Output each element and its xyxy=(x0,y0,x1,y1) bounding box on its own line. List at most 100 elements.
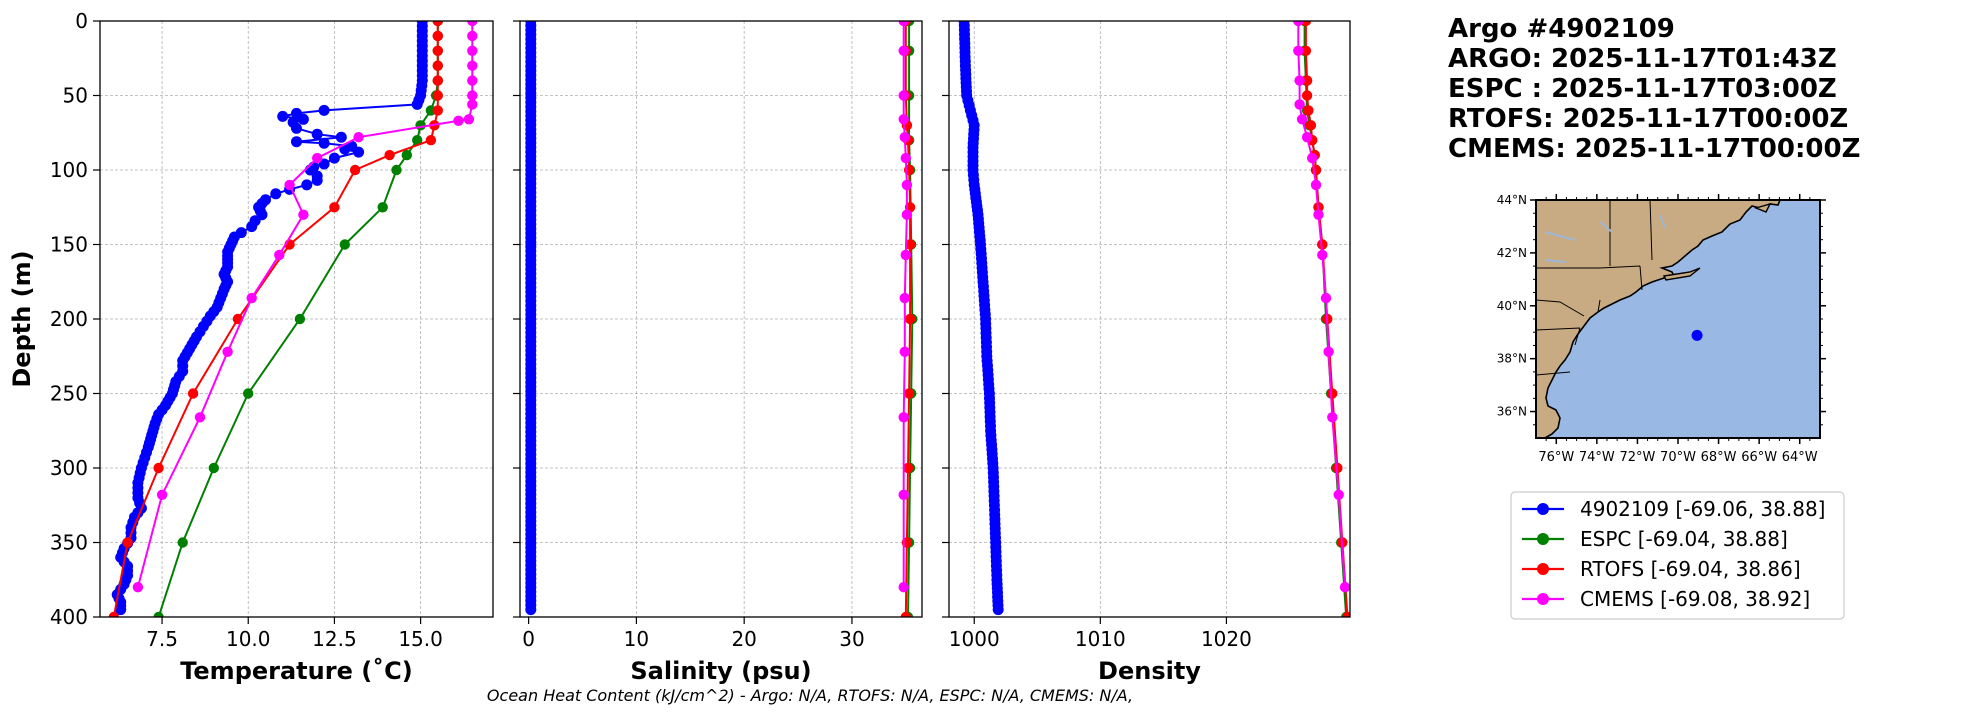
series-point-cmems xyxy=(898,582,909,593)
map-islands xyxy=(1662,202,1772,281)
x-axis-label: Temperature (˚C) xyxy=(180,657,413,685)
series-point-espc xyxy=(153,611,164,617)
legend-swatch-marker xyxy=(1537,533,1549,545)
series-point-rtofs xyxy=(1310,164,1322,176)
series-point-cmems xyxy=(222,346,233,357)
series-point-cmems xyxy=(898,90,909,101)
y-tick-label: 50 xyxy=(63,84,88,108)
map-lon-label: 76°W xyxy=(1538,450,1574,465)
series-point-4902109 xyxy=(318,158,330,170)
legend-swatch-marker xyxy=(1537,593,1549,605)
map-lon-label: 74°W xyxy=(1579,450,1615,465)
series-point-cmems xyxy=(274,249,285,261)
series-point-cmems xyxy=(467,30,478,42)
legend-label: 4902109 [-69.06, 38.88] xyxy=(1580,497,1825,521)
y-tick-label: 150 xyxy=(50,233,88,257)
series-point-4902109 xyxy=(311,174,323,186)
series-point-rtofs xyxy=(1327,388,1338,399)
map-lon-label: 68°W xyxy=(1701,450,1737,465)
map-land xyxy=(1536,200,1781,438)
map-lat-label: 40°N xyxy=(1497,299,1527,313)
series-point-cmems xyxy=(156,489,168,500)
series-point-cmems xyxy=(1307,152,1318,164)
series-point-cmems xyxy=(1294,75,1305,86)
series-line-rtofs xyxy=(1304,21,1349,617)
legend: 4902109 [-69.06, 38.88] ESPC [-69.04, 38.… xyxy=(1510,491,1845,620)
legend-swatch-marker xyxy=(1537,563,1549,575)
y-axis-label: Depth (m) xyxy=(8,250,36,387)
map-lat-label: 36°N xyxy=(1497,405,1527,419)
series-point-cmems xyxy=(1320,292,1332,304)
series-point-rtofs xyxy=(902,462,914,474)
series-point-cmems xyxy=(1293,45,1304,56)
legend-item: CMEMS [-69.08, 38.92] xyxy=(1522,587,1810,611)
series-point-cmems xyxy=(899,132,910,143)
series-point-4902109 xyxy=(270,188,282,200)
series-point-cmems xyxy=(312,152,323,164)
map-lon-label: 64°W xyxy=(1782,450,1818,465)
series-point-4902109 xyxy=(246,221,258,233)
series-point-rtofs xyxy=(432,90,443,101)
series-point-espc xyxy=(243,388,254,399)
series-point-rtofs xyxy=(432,60,443,71)
series-point-rtofs xyxy=(153,462,164,474)
series-point-cmems xyxy=(1327,412,1338,423)
series-point-4902109 xyxy=(525,604,537,616)
series-point-4902109 xyxy=(318,104,330,116)
series-point-rtofs xyxy=(329,202,340,213)
series-point-4902109 xyxy=(318,137,330,149)
x-tick-label: 1020 xyxy=(1201,627,1252,651)
x-tick-label: 10.0 xyxy=(226,627,271,651)
x-axis-label: Salinity (psu) xyxy=(630,657,811,685)
series-point-espc xyxy=(401,149,412,161)
series-point-4902109 xyxy=(353,146,365,158)
series-point-4902109 xyxy=(297,113,309,125)
y-tick-label: 250 xyxy=(50,382,88,406)
series-group xyxy=(958,21,1350,617)
series-point-rtofs xyxy=(1303,105,1314,116)
series-point-cmems xyxy=(1294,99,1305,110)
series-point-rtofs xyxy=(432,21,443,27)
legend-swatch-marker xyxy=(1537,503,1549,515)
series-point-4902109 xyxy=(992,604,1004,616)
series-point-rtofs xyxy=(349,164,361,176)
series-point-espc xyxy=(412,135,423,146)
map-lat-label: 44°N xyxy=(1497,193,1527,207)
series-point-rtofs xyxy=(432,105,443,116)
series-point-4902109 xyxy=(335,131,347,143)
x-axis-label: Density xyxy=(1098,657,1201,685)
series-line-4902109 xyxy=(116,21,424,610)
legend-label: ESPC [-69.04, 38.88] xyxy=(1580,527,1788,551)
series-point-cmems xyxy=(1293,21,1304,27)
series-point-4902109 xyxy=(291,136,302,148)
legend-label: RTOFS [-69.04, 38.86] xyxy=(1580,557,1801,581)
series-point-rtofs xyxy=(108,611,119,617)
x-tick-label: 0 xyxy=(522,627,535,651)
series-point-4902109 xyxy=(328,152,340,164)
title-rtofs-time: RTOFS: 2025-11-17T00:00Z xyxy=(1448,104,1849,134)
series-point-cmems xyxy=(1296,114,1308,125)
series-point-rtofs xyxy=(1301,75,1313,86)
series-point-rtofs xyxy=(904,239,916,250)
series-point-4902109 xyxy=(277,110,289,122)
series-point-rtofs xyxy=(1305,120,1317,131)
map-lon-label: 70°W xyxy=(1660,450,1696,465)
map-state-borders xyxy=(1536,200,1653,376)
series-group xyxy=(525,21,918,617)
series-point-espc xyxy=(208,462,219,474)
series-point-espc xyxy=(339,239,350,250)
series-point-cmems xyxy=(467,21,478,27)
series-point-cmems xyxy=(1323,346,1334,357)
title-espc-time: ESPC : 2025-11-17T03:00Z xyxy=(1448,74,1837,104)
series-point-espc xyxy=(177,537,188,548)
series-point-rtofs xyxy=(1342,611,1350,617)
series-point-cmems xyxy=(467,99,478,110)
x-tick-label: 30 xyxy=(839,627,864,651)
float-position-marker xyxy=(1691,329,1703,341)
series-point-cmems xyxy=(1333,489,1344,500)
series-point-cmems xyxy=(246,292,257,304)
series-point-cmems xyxy=(467,75,478,86)
series-point-cmems xyxy=(901,179,913,191)
